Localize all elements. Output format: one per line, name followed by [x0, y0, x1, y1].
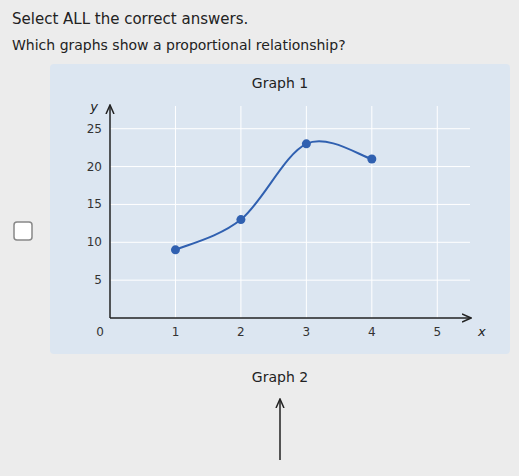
- grid-line-x: [437, 106, 438, 318]
- x-tick-label: 4: [368, 325, 376, 339]
- x-tick-label: 1: [172, 325, 180, 339]
- x-tick-label: 3: [303, 325, 311, 339]
- graph-panel: [50, 64, 510, 354]
- graph2-arrow: [279, 400, 281, 460]
- grid-line-x: [240, 106, 241, 318]
- x-axis: [110, 317, 470, 319]
- y-tick-label: 15: [87, 197, 102, 211]
- grid-line-x: [175, 106, 176, 318]
- y-axis: [109, 106, 111, 318]
- grid-line-x: [306, 106, 307, 318]
- data-point: [171, 245, 180, 254]
- question: Which graphs show a proportional relatio…: [12, 37, 346, 53]
- grid-line-y: [110, 166, 470, 167]
- x-axis-label: x: [477, 324, 486, 339]
- y-tick-label: 10: [87, 235, 102, 249]
- y-axis-label: y: [89, 99, 98, 114]
- y-tick-label: 20: [87, 160, 102, 174]
- grid-line-y: [110, 242, 470, 243]
- origin-label: 0: [96, 325, 104, 339]
- data-line: [175, 141, 371, 250]
- instruction: Select ALL the correct answers.: [12, 10, 248, 28]
- chart-title: Graph 1: [252, 75, 308, 91]
- checkbox[interactable]: [14, 222, 32, 240]
- graph2-label: Graph 2: [252, 369, 308, 385]
- y-tick-label: 5: [94, 273, 102, 287]
- x-tick-label: 5: [433, 325, 441, 339]
- grid: [110, 106, 470, 318]
- grid-line-y: [110, 128, 470, 129]
- background: [0, 0, 519, 476]
- data-point: [302, 139, 311, 148]
- data-point: [367, 155, 376, 164]
- data-point: [236, 215, 245, 224]
- grid-line-y: [110, 280, 470, 281]
- grid-line-x: [371, 106, 372, 318]
- x-tick-label: 2: [237, 325, 245, 339]
- figure: Select ALL the correct answers. Which gra…: [0, 0, 519, 476]
- data-group: [171, 139, 376, 254]
- grid-line-y: [110, 204, 470, 205]
- y-tick-label: 25: [87, 122, 102, 136]
